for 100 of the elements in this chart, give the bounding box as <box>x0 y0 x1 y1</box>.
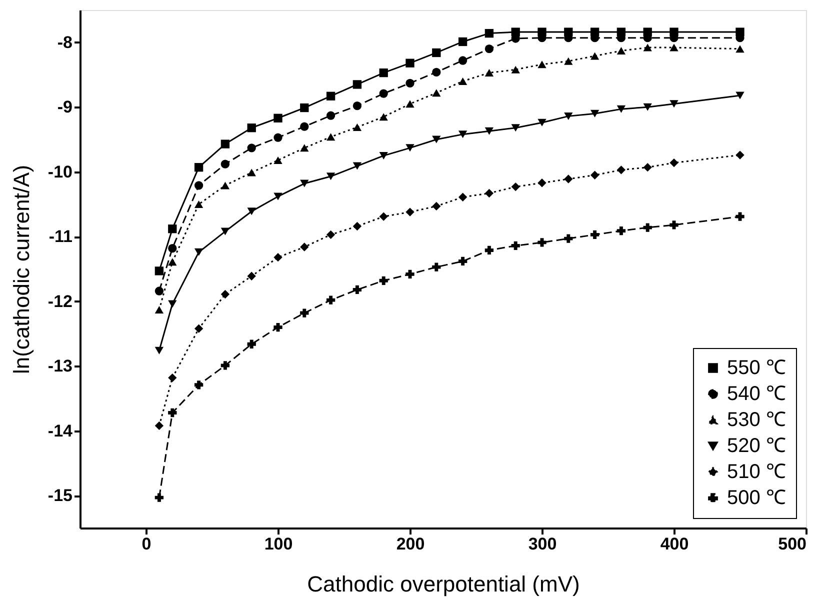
point <box>484 246 494 255</box>
point <box>484 44 494 54</box>
point <box>300 103 309 112</box>
point <box>352 222 362 231</box>
x-tick-label: 500 <box>778 534 806 554</box>
point <box>168 300 177 308</box>
point <box>274 114 282 122</box>
point <box>220 140 230 148</box>
y-tick-label: -11 <box>48 227 72 246</box>
point <box>511 241 520 250</box>
point <box>326 230 336 240</box>
x-tick-label: 300 <box>528 534 557 554</box>
legend-label: 520 ℃ <box>727 435 786 457</box>
point <box>511 66 520 74</box>
point <box>300 242 309 252</box>
point <box>458 192 468 202</box>
point <box>274 192 282 200</box>
point <box>458 256 468 266</box>
point <box>736 92 744 100</box>
point <box>538 60 546 68</box>
point <box>274 253 282 262</box>
point <box>590 230 600 240</box>
point <box>538 118 546 126</box>
point <box>511 182 520 192</box>
x-tick-label: 100 <box>264 534 293 554</box>
y-tick-label: -8 <box>57 32 72 52</box>
point <box>247 340 256 348</box>
point <box>194 324 204 333</box>
point <box>247 168 256 176</box>
point <box>352 162 362 170</box>
point <box>274 156 282 164</box>
point <box>168 224 177 234</box>
legend-label: 530 ℃ <box>727 409 786 431</box>
point <box>154 306 164 314</box>
point <box>432 262 441 272</box>
point <box>670 100 678 108</box>
point <box>590 52 600 60</box>
point <box>352 80 362 89</box>
y-tick-label: -15 <box>48 486 72 506</box>
point <box>379 113 388 121</box>
point <box>511 124 520 132</box>
point <box>643 44 652 52</box>
point <box>379 152 388 160</box>
point <box>379 68 388 78</box>
point <box>379 89 388 98</box>
point <box>247 144 256 152</box>
point <box>643 163 652 172</box>
point <box>247 208 256 216</box>
point <box>432 48 441 58</box>
point <box>300 180 309 188</box>
point <box>220 160 230 168</box>
point <box>326 92 336 100</box>
point <box>643 103 652 111</box>
point <box>432 89 441 97</box>
point <box>616 166 626 174</box>
legend-label: 550 ℃ <box>727 357 786 379</box>
point <box>220 228 230 236</box>
point <box>194 200 204 208</box>
point <box>379 212 388 221</box>
x-tick-label: 400 <box>660 534 689 554</box>
point <box>458 56 468 65</box>
point <box>326 111 336 120</box>
point <box>484 28 494 38</box>
legend-label: 500 ℃ <box>727 487 786 509</box>
point <box>154 346 164 354</box>
point <box>458 77 468 85</box>
legend-label: 540 ℃ <box>727 383 786 405</box>
point <box>220 290 230 299</box>
point <box>154 286 164 296</box>
point <box>538 238 546 247</box>
point <box>406 208 414 216</box>
point <box>247 124 256 132</box>
point <box>736 45 744 53</box>
legend-label: 510 ℃ <box>727 461 786 483</box>
x-tick-label: 200 <box>396 534 425 554</box>
point <box>564 174 573 184</box>
point <box>590 170 600 180</box>
point <box>564 112 573 120</box>
point <box>300 308 309 318</box>
point <box>484 69 494 77</box>
y-axis-title: ln(cathodic current/A) <box>8 164 34 374</box>
point <box>154 266 164 276</box>
x-tick-label: 0 <box>142 534 152 554</box>
point <box>736 150 744 160</box>
point <box>194 181 204 190</box>
point <box>590 110 600 118</box>
point <box>194 248 204 256</box>
point <box>379 276 388 285</box>
point <box>220 182 230 190</box>
point <box>458 37 468 46</box>
point <box>326 133 336 141</box>
point <box>194 380 204 390</box>
y-tick-label: -13 <box>48 356 72 376</box>
point <box>194 163 204 172</box>
point <box>736 212 744 221</box>
point <box>484 188 494 198</box>
point <box>274 322 282 332</box>
point <box>300 144 309 152</box>
point <box>168 258 177 266</box>
point <box>670 158 678 168</box>
